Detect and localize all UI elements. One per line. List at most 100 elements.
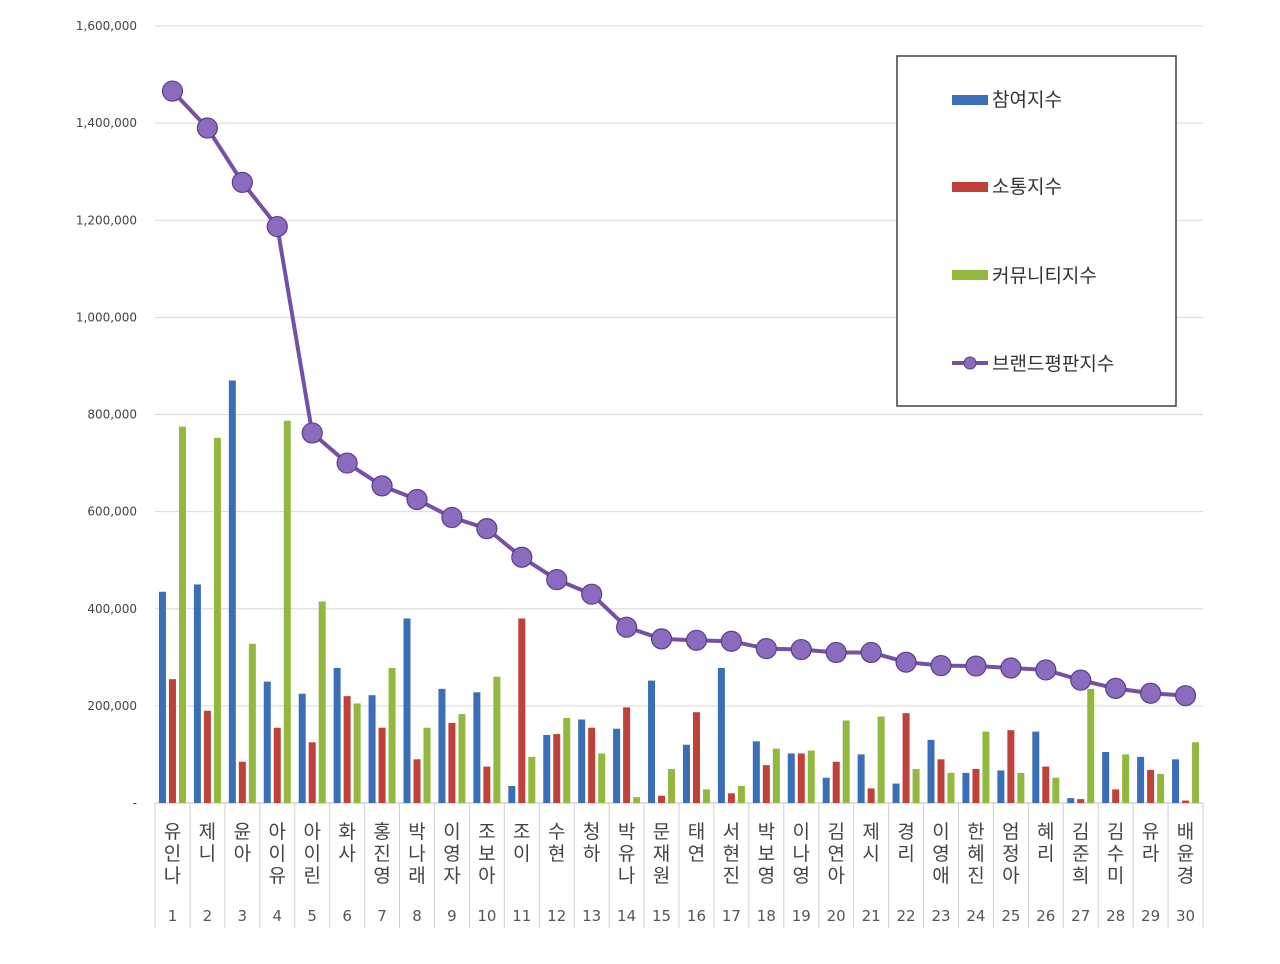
line-point: [441, 506, 463, 529]
legend-label-participation: 참여지수: [992, 89, 1062, 111]
bar: [508, 786, 516, 803]
bar: [822, 777, 830, 803]
rank-label: 29: [1141, 907, 1160, 925]
line-point: [511, 546, 533, 568]
x-axis: 유 인 나 1 제 니 2 윤 아 3 아 이 유 4 아 이 린 5 화 사 6 홍 진 영 7 박 나 래 8 이 영 자 9 조 보 아 10 조 이…: [154, 802, 1204, 928]
bar: [273, 727, 281, 803]
rank-label: 30: [1176, 907, 1195, 925]
bar: [308, 742, 316, 803]
bar: [658, 795, 666, 803]
bar: [483, 766, 491, 803]
rank-label: 8: [412, 907, 422, 925]
bar: [962, 772, 970, 803]
legend-label-brand-reputation: 브랜드평판지수: [992, 353, 1114, 375]
line-point: [615, 616, 638, 638]
line-point: [581, 583, 603, 605]
bar: [772, 748, 780, 803]
bar: [578, 719, 586, 803]
bar: [228, 380, 236, 803]
rank-label: 9: [447, 907, 457, 925]
bar: [518, 618, 526, 803]
legend-label-community: 커뮤니티지수: [992, 265, 1097, 287]
rank-label: 15: [652, 907, 671, 925]
bar: [947, 772, 955, 803]
legend-box: [896, 55, 1177, 407]
bar: [972, 769, 980, 803]
bar: [343, 696, 351, 803]
legend: 참여지수 소통지수 커뮤니티지수 브랜드평판지수: [896, 55, 1177, 407]
bar: [1032, 731, 1040, 803]
bar: [368, 695, 376, 803]
line-point: [790, 638, 812, 661]
rank-label: 1: [168, 907, 178, 925]
bar: [1112, 789, 1120, 803]
rank-label: 24: [966, 907, 985, 925]
line-point: [1139, 682, 1162, 704]
rank-label: 23: [931, 907, 950, 925]
bar: [178, 426, 186, 803]
bar: [1067, 798, 1075, 803]
bar: [1077, 799, 1085, 803]
bar: [1192, 742, 1200, 803]
rank-label: 16: [687, 907, 706, 925]
bar: [1007, 730, 1015, 803]
rank-label: 18: [757, 907, 776, 925]
bar: [807, 750, 815, 803]
line-point: [371, 475, 393, 497]
bar: [727, 793, 735, 803]
rank-label: 2: [203, 907, 213, 925]
bar: [737, 786, 745, 803]
line-point: [1070, 669, 1092, 691]
bar: [1017, 772, 1025, 803]
y-tick-label: 1,200,000: [76, 213, 137, 227]
bar: [668, 769, 676, 803]
bar: [238, 761, 246, 803]
bar: [158, 591, 166, 803]
rank-label: 20: [827, 907, 846, 925]
bar: [203, 710, 211, 803]
rank-label: 4: [272, 907, 282, 925]
bar: [623, 707, 631, 803]
bar: [413, 759, 421, 803]
bar: [648, 680, 656, 803]
bar: [333, 667, 341, 803]
rank-label: 6: [342, 907, 352, 925]
line-series: [161, 80, 1197, 707]
bar: [588, 727, 596, 803]
bar: [892, 783, 900, 803]
bar: [867, 788, 875, 803]
bar: [937, 759, 945, 803]
bar: [1042, 766, 1050, 803]
legend-swatch-communication: [952, 182, 988, 192]
bar: [1147, 769, 1155, 803]
bar: [832, 761, 840, 803]
bar: [263, 681, 271, 803]
bar: [1137, 756, 1145, 803]
line-point: [546, 569, 568, 591]
y-tick-label: 800,000: [87, 408, 137, 422]
y-tick-label: 1,000,000: [76, 310, 137, 324]
bar: [902, 713, 910, 803]
line-point: [196, 117, 218, 139]
bar: [458, 714, 466, 803]
bar: [1102, 752, 1110, 803]
bar: [448, 722, 456, 803]
y-tick-label: 600,000: [87, 505, 137, 519]
line-point: [231, 171, 253, 193]
bar: [982, 731, 990, 803]
